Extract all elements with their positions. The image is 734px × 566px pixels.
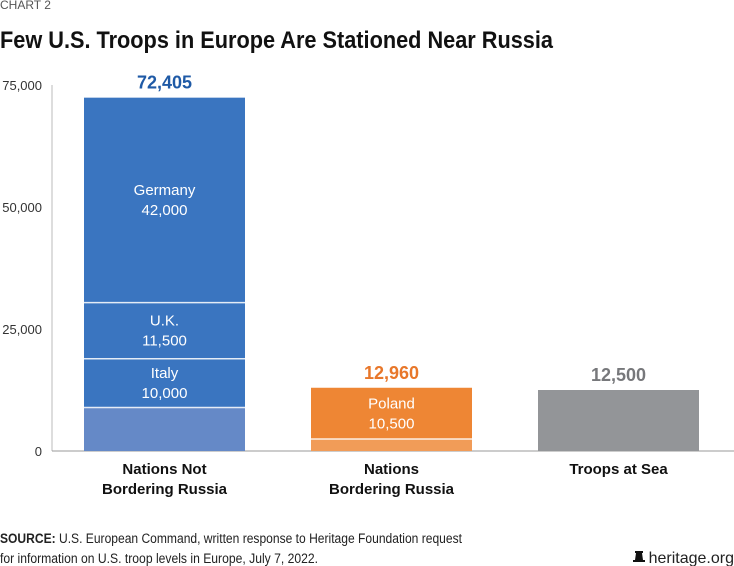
bar-segment — [84, 407, 245, 451]
bar-segment — [84, 302, 245, 359]
segment-name-label: Germany — [134, 182, 196, 199]
bar-total-label: 72,405 — [137, 73, 192, 93]
y-tick-label: 75,000 — [2, 78, 42, 93]
bar-segment — [538, 390, 699, 451]
source-label: SOURCE: — [0, 531, 56, 546]
liberty-bell-icon — [633, 551, 645, 562]
segment-value-label: 42,000 — [142, 202, 188, 219]
source-text: SOURCE: U.S. European Command, written r… — [0, 531, 462, 546]
chart-title: Few U.S. Troops in Europe Are Stationed … — [0, 27, 554, 54]
segment-name-label: Poland — [368, 395, 415, 412]
bar-segment — [311, 387, 472, 439]
chart-label: CHART 2 — [0, 0, 51, 12]
x-category-label: Bordering Russia — [329, 481, 455, 498]
brand-text: heritage.org — [649, 550, 734, 566]
segment-value-label: 10,000 — [142, 385, 188, 402]
segment-value-label: 11,500 — [142, 333, 187, 350]
y-tick-label: 0 — [35, 444, 42, 459]
bar-total-label: 12,960 — [364, 363, 419, 383]
bars: Italy 10,000 U.K. 11,500 Germany 42,000 72,405… — [84, 73, 699, 498]
source-line1: U.S. European Command, written response … — [56, 531, 463, 546]
brand-link[interactable]: heritage.org — [649, 550, 734, 566]
segment-name-label: U.K. — [150, 313, 179, 330]
bar-segment — [311, 438, 472, 451]
bar-segment — [84, 97, 245, 303]
x-category-label: Nations — [364, 461, 419, 478]
bar-total-label: 12,500 — [591, 365, 646, 385]
x-category-label: Troops at Sea — [569, 461, 668, 478]
x-category-label: Bordering Russia — [102, 481, 228, 498]
bar-segment — [84, 358, 245, 408]
segment-value-label: 10,500 — [369, 415, 415, 432]
segment-name-label: Italy — [151, 365, 179, 382]
x-category-label: Nations Not — [122, 461, 206, 478]
y-tick-label: 50,000 — [2, 200, 42, 215]
source-line2: for information on U.S. troop levels in … — [0, 551, 318, 566]
y-tick-label: 25,000 — [2, 322, 42, 337]
